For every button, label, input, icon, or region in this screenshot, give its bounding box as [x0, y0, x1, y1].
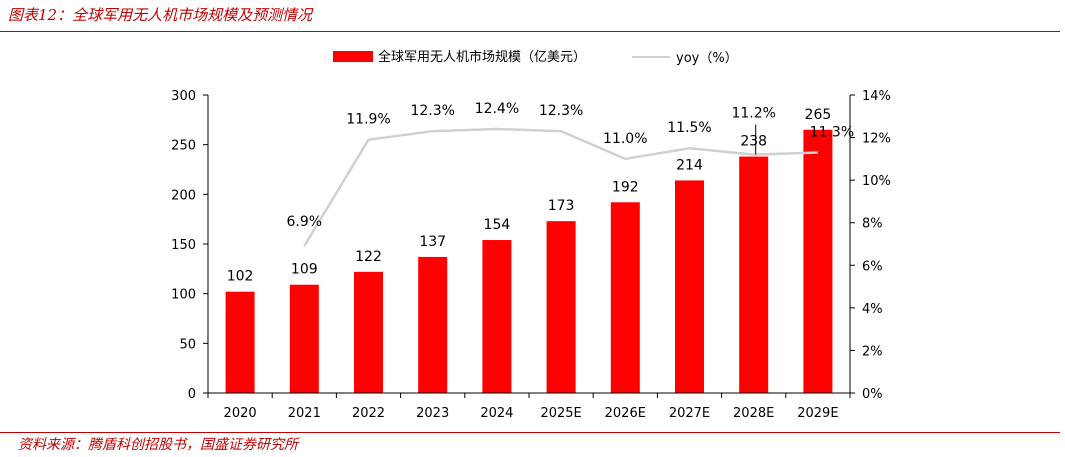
bar-value-label: 238: [740, 134, 767, 150]
yoy-value-label: 11.5%: [667, 120, 711, 136]
left-tick-label: 200: [171, 188, 196, 203]
bar-2024: [482, 240, 512, 393]
bar-2026E: [610, 202, 640, 393]
bar-2029E: [803, 129, 833, 393]
left-tick-label: 50: [179, 337, 196, 352]
right-tick-label: 6%: [862, 259, 883, 274]
title-divider: [0, 31, 1060, 32]
x-tick-label: 2026E: [605, 406, 646, 421]
right-tick-label: 8%: [862, 217, 883, 232]
right-tick-label: 14%: [862, 89, 891, 104]
right-tick-label: 10%: [862, 174, 891, 189]
bar-2022: [354, 271, 383, 393]
x-tick-label: 2022: [352, 406, 385, 421]
legend: 全球军用无人机市场规模（亿美元） yoy（%）: [333, 49, 738, 66]
figure-title: 图表12：全球军用无人机市场规模及预测情况: [8, 6, 313, 24]
left-tick-label: 150: [171, 238, 196, 253]
bar-2020: [225, 291, 255, 393]
x-tick-label: 2023: [416, 406, 449, 421]
x-tick-label: 2020: [224, 406, 257, 421]
bar-value-label: 109: [291, 262, 318, 278]
bar-2025E: [546, 221, 576, 393]
bar-2028E: [739, 156, 769, 393]
bar-2021: [289, 284, 319, 393]
bar-value-label: 265: [805, 107, 832, 123]
right-tick-label: 12%: [862, 132, 891, 147]
plot-area: 0 50 100 150 200 250 300 0% 2% 4% 6% 8% 10% 12% 14% 202…: [171, 89, 891, 421]
bar-value-label: 122: [355, 249, 382, 265]
yoy-value-label: 11.3%: [810, 124, 854, 140]
x-tick-label: 2021: [288, 406, 321, 421]
bar-value-label: 214: [676, 157, 703, 173]
x-tick-label: 2027E: [669, 406, 710, 421]
bar-2023: [418, 256, 448, 393]
legend-bar-label: 全球军用无人机市场规模（亿美元）: [378, 49, 586, 65]
yoy-value-label: 11.9%: [346, 112, 390, 128]
right-tick-label: 4%: [862, 302, 883, 317]
bar-2027E: [675, 180, 704, 393]
legend-line-label: yoy（%）: [676, 51, 738, 66]
yoy-value-label: 12.4%: [475, 101, 519, 117]
bar-value-label: 173: [548, 198, 575, 214]
yoy-value-label: 12.3%: [410, 103, 454, 119]
yoy-value-label: 11.2%: [731, 106, 775, 122]
yoy-value-label: 11.0%: [603, 131, 647, 147]
x-tick-label: 2029E: [797, 406, 838, 421]
left-tick-label: 100: [171, 288, 196, 303]
right-tick-label: 2%: [862, 344, 883, 359]
left-tick-label: 300: [171, 89, 196, 104]
x-tick-label: 2024: [480, 406, 513, 421]
figure-source: 资料来源：腾盾科创招股书，国盛证券研究所: [18, 437, 298, 453]
yoy-line: [303, 127, 818, 247]
left-tick-label: 0: [188, 387, 196, 402]
legend-bar-swatch: [333, 51, 373, 62]
bar-value-label: 137: [419, 234, 446, 250]
x-tick-label: 2028E: [733, 406, 774, 421]
bar-value-label: 192: [612, 179, 639, 195]
right-tick-label: 0%: [862, 387, 883, 402]
left-tick-label: 250: [171, 139, 196, 154]
yoy-value-label: 6.9%: [287, 214, 323, 230]
x-tick-label: 2025E: [540, 406, 581, 421]
source-divider: [0, 432, 1060, 433]
yoy-value-label: 12.3%: [539, 103, 583, 119]
bar-value-label: 154: [484, 217, 511, 233]
bar-value-label: 102: [227, 269, 254, 285]
